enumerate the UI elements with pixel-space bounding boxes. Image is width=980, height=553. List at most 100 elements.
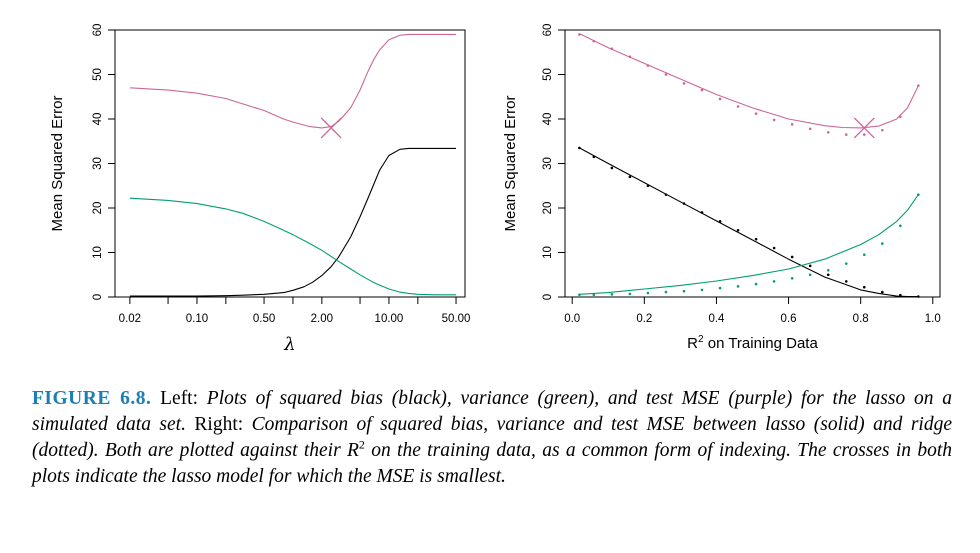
dotted-series-4-point [610, 293, 614, 296]
dotted-series-4-point [862, 253, 866, 257]
dotted-series-4-point [917, 193, 920, 196]
dotted-series-3-point [790, 255, 794, 259]
y-tick-label: 50 [92, 68, 104, 81]
dotted-series-3-point [664, 193, 668, 196]
dotted-series-4-point [578, 293, 581, 297]
figure-caption: FIGURE 6.8. Left: Plots of squared bias … [32, 386, 952, 490]
cross-stroke-b [320, 117, 342, 139]
x-tick-label: 50.00 [442, 313, 471, 325]
y-tick-label: 10 [92, 246, 104, 259]
series-0-line [579, 147, 919, 298]
caption-label: FIGURE 6.8. [32, 388, 152, 409]
dotted-series-3-point [826, 273, 830, 277]
x-tick-label: 0.8 [853, 313, 869, 325]
dotted-series-3-point [754, 237, 758, 241]
dotted-series-5-point [917, 84, 920, 87]
y-tick-label: 60 [92, 24, 104, 37]
dotted-series-5-point [682, 82, 686, 85]
dotted-series-4-point [790, 277, 794, 280]
dotted-series-4-point [899, 224, 902, 228]
dotted-series-5-point [592, 39, 596, 43]
dotted-series-3-point [899, 293, 902, 297]
dotted-series-5-point [808, 127, 812, 131]
dotted-series-3-point [646, 184, 650, 188]
dotted-series-3-point [881, 290, 884, 294]
dotted-series-4-point [700, 288, 704, 292]
dotted-series-3-point [700, 211, 704, 214]
y-tick-label: 0 [542, 294, 554, 300]
y-axis-label: Mean Squared Error [49, 96, 66, 232]
series-2-line [129, 33, 456, 129]
dotted-series-5-point [736, 105, 740, 108]
x-tick-label: 2.00 [311, 313, 333, 325]
dotted-series-5-point [899, 115, 902, 119]
x-tick-label: 0.6 [781, 313, 797, 325]
dotted-series-5-point [578, 33, 581, 36]
dotted-series-3-point [862, 285, 866, 289]
y-tick-label: 40 [542, 113, 554, 126]
dotted-series-3-point [844, 280, 848, 283]
x-tick-label: 0.10 [186, 313, 208, 325]
dotted-series-5-point [664, 73, 668, 76]
x-axis-label-rest: on Training Data [704, 335, 819, 352]
dotted-series-5-point [700, 88, 704, 92]
dotted-series-4-point [682, 289, 686, 293]
y-tick-label: 10 [542, 246, 554, 259]
dotted-series-3-point [610, 166, 614, 170]
min-mse-cross-marker [853, 117, 875, 139]
dotted-series-4-point [718, 286, 722, 290]
dotted-series-4-point [664, 290, 668, 294]
caption-tail-text: on the training data, as a common form o… [32, 440, 952, 487]
y-tick-label: 30 [542, 157, 554, 170]
dotted-series-5-point [754, 112, 758, 115]
x-tick-label: 0.02 [119, 313, 141, 325]
caption-r-symbol: R [347, 440, 359, 461]
caption-right-text: Comparison of squared bias, variance and… [32, 414, 952, 461]
dotted-series-4-point [646, 291, 650, 295]
x-tick-label: 1.0 [925, 313, 941, 325]
caption-right-label: Right: [185, 414, 252, 435]
cross-stroke-b [853, 117, 875, 139]
dotted-series-3-point [718, 220, 722, 223]
dotted-series-4-point [592, 293, 596, 297]
caption-left-label: Left: [151, 388, 207, 409]
dotted-series-3-point [772, 246, 776, 250]
x-tick-label: 0.50 [253, 313, 275, 325]
dotted-series-3-point [808, 264, 812, 268]
caption-r-superscript: 2 [358, 437, 365, 452]
series-1-line [129, 197, 456, 296]
x-axis-label: λ [283, 334, 295, 355]
y-tick-label: 60 [542, 24, 554, 37]
dotted-series-5-point [646, 64, 650, 67]
y-tick-label: 20 [92, 202, 104, 215]
x-tick-label: 0.2 [636, 313, 652, 325]
min-mse-cross-marker [320, 117, 342, 139]
dotted-series-4-point [736, 285, 740, 288]
dotted-series-4-point [881, 242, 884, 245]
plot-frame [564, 29, 941, 298]
dotted-series-5-point [772, 118, 776, 122]
y-tick-label: 20 [542, 202, 554, 215]
x-tick-label: 0.4 [708, 313, 725, 325]
right-chart-panel: 0 10 20 30 40 50 60 0.0 0.2 0.4 0.6 0.8 1.0 Mean Squa… [502, 24, 941, 352]
dotted-series-5-point [718, 97, 722, 101]
x-tick-label: 0.0 [564, 313, 580, 325]
left-chart-panel: 0 10 20 30 40 50 60 0.02 0.10 0.50 2.00 10.00 50.00 M… [49, 24, 470, 355]
dotted-series-4-point [844, 262, 848, 265]
dotted-series-5-point [844, 133, 848, 136]
plot-frame [114, 29, 466, 298]
dotted-series-5-point [628, 55, 632, 58]
dotted-series-5-point [610, 47, 614, 50]
series-2-line [579, 33, 919, 129]
dotted-series-3-point [736, 228, 740, 232]
dotted-series-4-point [826, 269, 830, 272]
y-tick-label: 0 [92, 294, 104, 300]
series-0-line [129, 147, 456, 297]
dotted-series-3-point [578, 146, 581, 150]
dotted-series-3-point [682, 202, 686, 205]
dotted-series-3-point [628, 175, 632, 179]
caption-left-text: Plots of squared bias (black), variance … [32, 388, 952, 435]
dotted-series-3-point [592, 155, 596, 159]
x-axis-label: R2 on Training Data [687, 334, 818, 352]
